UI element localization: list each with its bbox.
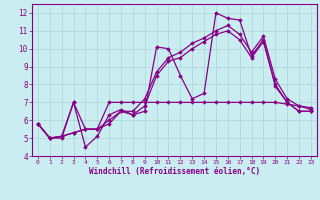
X-axis label: Windchill (Refroidissement éolien,°C): Windchill (Refroidissement éolien,°C) <box>89 167 260 176</box>
